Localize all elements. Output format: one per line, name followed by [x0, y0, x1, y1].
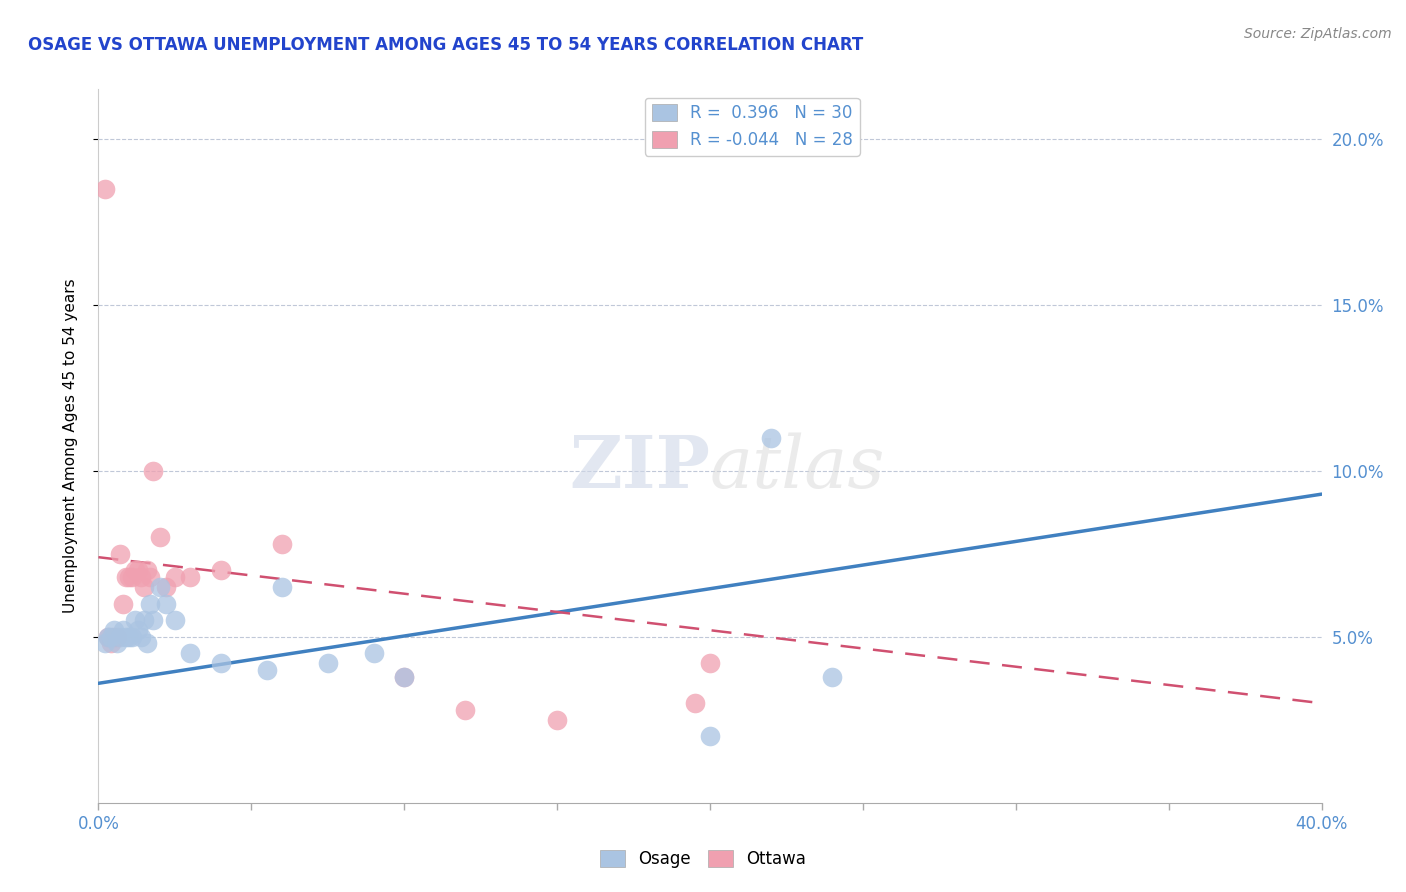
Point: [699, 657, 721, 671]
Point: [105, 636, 128, 650]
Point: [142, 464, 165, 478]
Point: [546, 713, 568, 727]
Point: [97, 630, 120, 644]
Point: [97, 630, 120, 644]
Text: ZIP: ZIP: [569, 432, 710, 503]
Legend: Osage, Ottawa: Osage, Ottawa: [593, 843, 813, 875]
Point: [111, 624, 134, 638]
Point: [392, 670, 416, 684]
Point: [103, 630, 125, 644]
Text: atlas: atlas: [710, 432, 886, 503]
Point: [121, 630, 143, 644]
Point: [115, 630, 138, 644]
Point: [121, 570, 143, 584]
Legend: R =  0.396   N = 30, R = -0.044   N = 28: R = 0.396 N = 30, R = -0.044 N = 28: [645, 97, 859, 155]
Point: [454, 703, 477, 717]
Point: [115, 570, 138, 584]
Point: [179, 647, 201, 661]
Text: OSAGE VS OTTAWA UNEMPLOYMENT AMONG AGES 45 TO 54 YEARS CORRELATION CHART: OSAGE VS OTTAWA UNEMPLOYMENT AMONG AGES …: [28, 36, 863, 54]
Point: [100, 630, 122, 644]
Point: [142, 613, 165, 627]
Point: [136, 636, 159, 650]
Point: [149, 580, 172, 594]
Point: [155, 580, 177, 594]
Point: [127, 624, 149, 638]
Point: [129, 630, 152, 644]
Point: [155, 597, 177, 611]
Point: [179, 570, 201, 584]
Point: [108, 630, 131, 644]
Point: [111, 597, 134, 611]
Point: [256, 663, 278, 677]
Point: [363, 647, 385, 661]
Point: [683, 696, 706, 710]
Point: [139, 597, 162, 611]
Point: [136, 564, 159, 578]
Point: [209, 657, 232, 671]
Point: [93, 636, 115, 650]
Point: [127, 564, 149, 578]
Point: [124, 613, 146, 627]
Point: [134, 613, 156, 627]
Point: [93, 182, 115, 196]
Point: [316, 657, 339, 671]
Point: [100, 636, 122, 650]
Point: [163, 613, 186, 627]
Point: [699, 730, 721, 744]
Point: [108, 547, 131, 561]
Point: [103, 624, 125, 638]
Point: [139, 570, 162, 584]
Point: [105, 630, 128, 644]
Point: [759, 431, 782, 445]
Point: [270, 537, 292, 551]
Point: [209, 564, 232, 578]
Y-axis label: Unemployment Among Ages 45 to 54 years: Unemployment Among Ages 45 to 54 years: [63, 278, 77, 614]
Point: [392, 670, 416, 684]
Point: [124, 564, 146, 578]
Point: [118, 630, 141, 644]
Text: Source: ZipAtlas.com: Source: ZipAtlas.com: [1244, 27, 1392, 41]
Point: [134, 580, 156, 594]
Point: [149, 530, 172, 544]
Point: [118, 570, 141, 584]
Point: [163, 570, 186, 584]
Point: [821, 670, 844, 684]
Point: [129, 570, 152, 584]
Point: [270, 580, 292, 594]
